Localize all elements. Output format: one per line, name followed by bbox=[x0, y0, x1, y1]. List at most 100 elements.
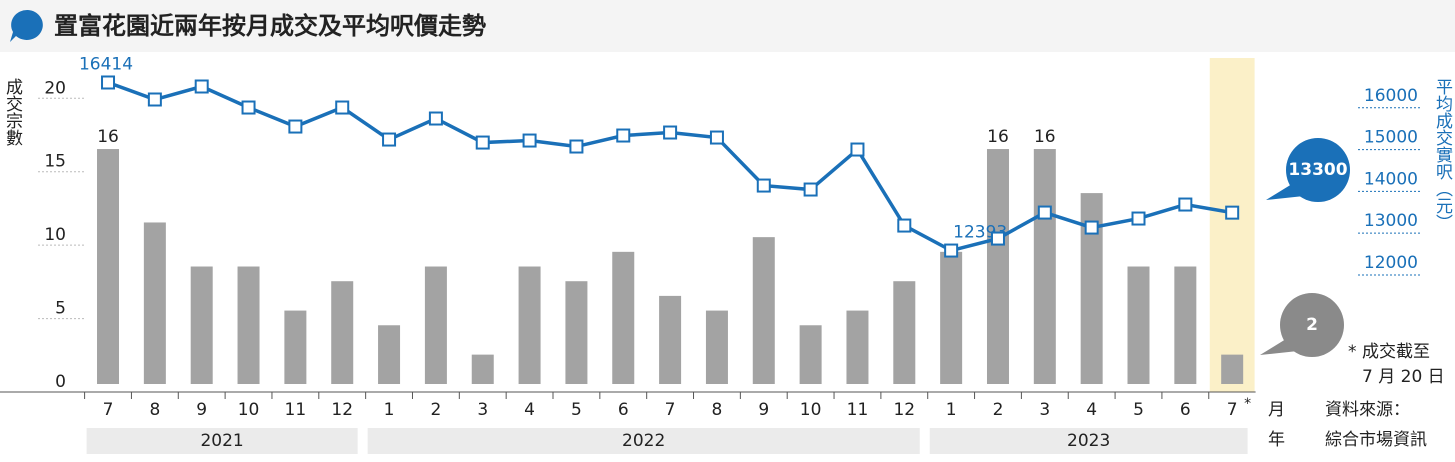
line-point bbox=[428, 111, 443, 126]
x-tick-label: 3 bbox=[1039, 400, 1050, 420]
line-point bbox=[288, 119, 303, 134]
x-tick-label: 4 bbox=[524, 400, 535, 420]
line-point bbox=[382, 132, 397, 147]
y-tick-label: 20 bbox=[44, 78, 66, 98]
bar bbox=[190, 266, 213, 384]
line bbox=[107, 80, 1233, 253]
line-point bbox=[101, 75, 116, 90]
line-point bbox=[803, 182, 818, 197]
bar-value-label: 16 bbox=[97, 127, 119, 147]
bar bbox=[237, 266, 260, 384]
year-label: 2021 bbox=[200, 431, 243, 451]
x-tick-label: 6 bbox=[618, 400, 629, 420]
x-tick-label: 2 bbox=[993, 400, 1004, 420]
bar bbox=[705, 310, 728, 384]
bar bbox=[986, 149, 1009, 384]
x-tick-label: 10 bbox=[800, 400, 822, 420]
line-point bbox=[241, 100, 256, 115]
x-tick-label: 3 bbox=[477, 400, 488, 420]
bar bbox=[424, 266, 447, 384]
x-tick-label: 5 bbox=[1133, 400, 1144, 420]
y-tick-label: 15 bbox=[44, 152, 66, 172]
bar bbox=[143, 222, 166, 384]
footnote-marker: * bbox=[1244, 396, 1251, 412]
line-point bbox=[1037, 205, 1052, 220]
y2-tick-label: 14000 bbox=[1364, 169, 1418, 189]
y-tick-label: 5 bbox=[55, 299, 66, 319]
year-band bbox=[86, 428, 358, 454]
line-callout bbox=[1286, 138, 1350, 202]
x-tick-label: 8 bbox=[712, 400, 723, 420]
bar bbox=[1127, 266, 1150, 384]
x-tick-label: 6 bbox=[1180, 400, 1191, 420]
y2-axis-title: 平均成交實呎（元） bbox=[1432, 78, 1453, 231]
bar bbox=[799, 325, 822, 384]
line-point bbox=[194, 79, 209, 94]
bar bbox=[612, 251, 635, 384]
x-tick-label: 7 bbox=[1227, 400, 1238, 420]
line-point bbox=[709, 130, 724, 145]
bar-callout-label: 2 bbox=[1306, 315, 1318, 335]
x-tick-label: 7 bbox=[103, 400, 114, 420]
line-point bbox=[756, 178, 771, 193]
x-tick-label: 2 bbox=[430, 400, 441, 420]
title-icon bbox=[10, 9, 43, 42]
line-point bbox=[1131, 211, 1146, 226]
bar bbox=[659, 295, 682, 384]
bar bbox=[378, 325, 401, 384]
year-label: 2022 bbox=[622, 431, 665, 451]
y2-tick-label: 12000 bbox=[1364, 253, 1418, 273]
bar-value-label: 16 bbox=[987, 127, 1009, 147]
chart-title: 置富花園近兩年按月成交及平均呎價走勢 bbox=[54, 12, 486, 40]
y2-tick-label: 15000 bbox=[1364, 128, 1418, 148]
line-point bbox=[850, 142, 865, 157]
y2-tick-label: 16000 bbox=[1364, 86, 1418, 106]
source: 綜合市場資訊 bbox=[1325, 430, 1427, 450]
footnote: 7 月 20 日 bbox=[1362, 367, 1445, 387]
x-tick-label: 1 bbox=[384, 400, 395, 420]
bar bbox=[893, 281, 916, 384]
x-tick-label: 12 bbox=[331, 400, 353, 420]
line-point bbox=[1225, 205, 1240, 220]
line-point bbox=[1178, 197, 1193, 212]
line-point bbox=[1084, 220, 1099, 235]
bar bbox=[1221, 354, 1244, 384]
x-tick-label: 5 bbox=[571, 400, 582, 420]
year-label: 2023 bbox=[1067, 431, 1110, 451]
x-tick-label: 4 bbox=[1086, 400, 1097, 420]
bar bbox=[471, 354, 494, 384]
y2-tick-label: 13000 bbox=[1364, 211, 1418, 231]
bar bbox=[1174, 266, 1197, 384]
bar bbox=[940, 251, 963, 384]
bar bbox=[846, 310, 869, 384]
x-axis-title: 月 bbox=[1268, 400, 1285, 420]
line-point bbox=[990, 231, 1005, 246]
line-point bbox=[944, 243, 959, 258]
bar bbox=[97, 149, 120, 384]
line-callout-label: 13300 bbox=[1288, 160, 1347, 180]
x-tick-label: 10 bbox=[238, 400, 260, 420]
line-point bbox=[147, 92, 162, 107]
line-value-label: 16414 bbox=[79, 54, 133, 74]
bar bbox=[565, 281, 588, 384]
year-band bbox=[929, 428, 1248, 454]
line-point bbox=[569, 139, 584, 154]
year-band bbox=[367, 428, 920, 454]
footnote: 成交截至 bbox=[1362, 342, 1430, 362]
bar bbox=[518, 266, 541, 384]
y-axis-title: 成交宗數 bbox=[2, 78, 23, 146]
line-point bbox=[616, 128, 631, 143]
title-bar bbox=[0, 0, 1455, 52]
bar bbox=[1033, 149, 1056, 384]
x-tick-label: 12 bbox=[893, 400, 915, 420]
bar bbox=[284, 310, 307, 384]
x-tick-label: 7 bbox=[665, 400, 676, 420]
bar-callout bbox=[1280, 293, 1344, 357]
x-tick-label: 9 bbox=[758, 400, 769, 420]
x-axis-title: 年 bbox=[1268, 430, 1285, 450]
footnote-marker: * bbox=[1348, 342, 1357, 362]
y-tick-label: 0 bbox=[55, 372, 66, 392]
x-tick-label: 11 bbox=[847, 400, 869, 420]
x-tick-label: 9 bbox=[196, 400, 207, 420]
